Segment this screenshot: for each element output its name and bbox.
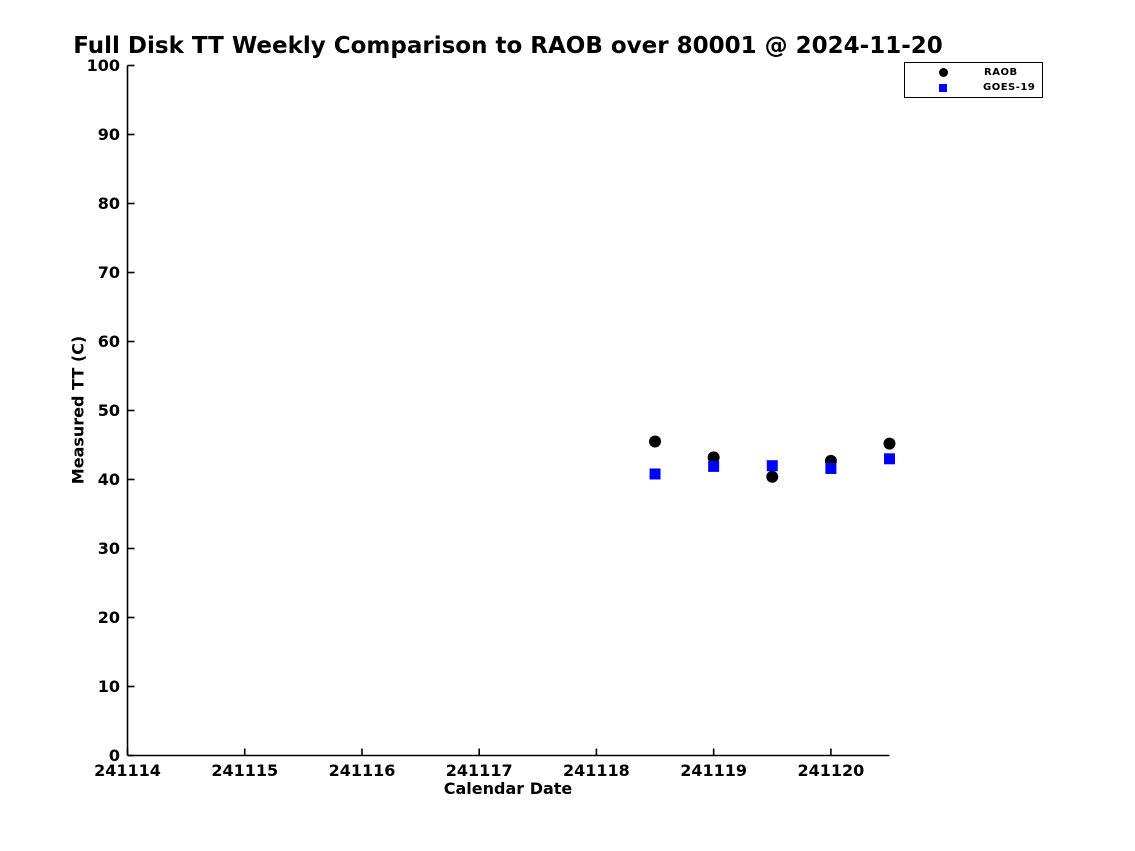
y-tick-label: 90 (98, 125, 120, 144)
x-tick-label: 241115 (211, 761, 278, 780)
legend-item-goes19: GOES-19 (905, 80, 1042, 95)
raob-circle-marker-icon (939, 68, 948, 77)
y-tick-label: 20 (98, 608, 120, 627)
x-axis-label: Calendar Date (443, 779, 573, 798)
x-tick-label: 241117 (446, 761, 513, 780)
raob-point (707, 451, 720, 464)
x-tick-label: 241120 (797, 761, 864, 780)
legend-label-goes19: GOES-19 (983, 82, 1036, 93)
x-tick-label: 241118 (563, 761, 630, 780)
chart-title: Full Disk TT Weekly Comparison to RAOB o… (73, 33, 943, 59)
x-tick-label: 241116 (329, 761, 396, 780)
goes19-point (766, 460, 778, 472)
raob-point (649, 435, 662, 448)
goes19-square-marker-icon (939, 83, 947, 92)
legend-item-raob: RAOB (905, 65, 1042, 80)
y-tick-label: 0 (109, 746, 120, 765)
x-tick-label: 241114 (94, 761, 161, 780)
legend-label-raob: RAOB (984, 67, 1018, 78)
legend: RAOB GOES-19 (904, 62, 1043, 98)
y-tick-label: 10 (98, 677, 120, 696)
y-tick-label: 50 (98, 401, 120, 420)
y-tick-label: 100 (87, 56, 120, 75)
y-tick-label: 80 (98, 194, 120, 213)
goes19-point (825, 462, 837, 474)
y-tick-label: 40 (98, 470, 120, 489)
goes19-point (884, 453, 895, 465)
y-tick-label: 60 (98, 332, 120, 351)
raob-point (883, 437, 896, 450)
raob-point (766, 470, 779, 483)
goes19-point (649, 468, 661, 480)
y-tick-label: 30 (98, 539, 120, 558)
x-tick-label: 241119 (680, 761, 747, 780)
goes19-point (708, 460, 720, 472)
y-axis-label: Measured TT (C) (68, 335, 88, 485)
y-tick-label: 70 (98, 263, 120, 282)
